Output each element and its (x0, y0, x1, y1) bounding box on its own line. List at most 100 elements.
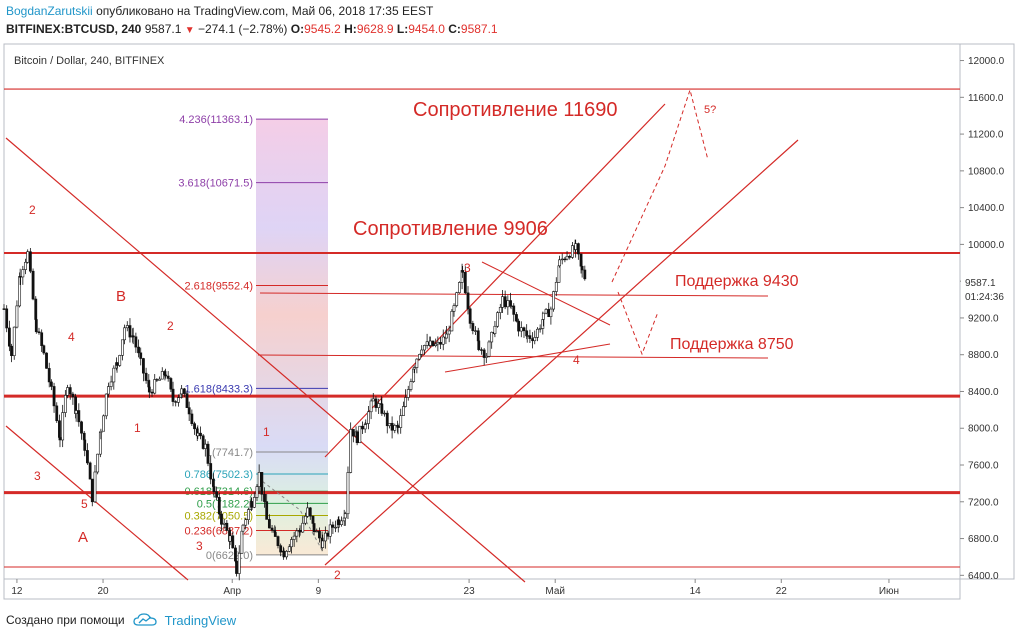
candle-body (252, 497, 256, 508)
candle-body (42, 345, 46, 354)
candle-body (552, 291, 555, 310)
candle-body (144, 372, 148, 381)
candle-body (206, 443, 210, 464)
candlestick-series (2, 239, 587, 581)
candle-body (263, 493, 266, 502)
candle-body (323, 532, 327, 542)
candle-body (96, 453, 100, 473)
price-axis[interactable] (959, 43, 1015, 580)
candle-body (477, 340, 481, 350)
candle-body (396, 425, 400, 428)
annotations: Сопротивление 11690 Сопротивление 9906 П… (29, 99, 799, 582)
publish-line: BogdanZarutskii опубликовано на TradingV… (6, 4, 433, 18)
candle-body (519, 327, 523, 332)
author-link[interactable]: BogdanZarutskii (6, 4, 93, 18)
wave-2c-label: 2 (334, 568, 341, 582)
triangle-lower-line[interactable] (444, 343, 611, 373)
candle-body (212, 486, 216, 492)
triangle-upper-line[interactable] (481, 261, 611, 326)
candle-body (434, 343, 438, 347)
x-tick-label: 9 (316, 586, 322, 597)
candle-body (2, 308, 6, 310)
candle-body (441, 336, 445, 345)
candle-body (285, 551, 289, 558)
wave-4b-label: 4 (573, 353, 580, 367)
tradingview-link[interactable]: TradingView (164, 612, 237, 628)
y-tick-label: 10000.0 (968, 240, 1005, 251)
candle-body (174, 401, 178, 403)
candle-body (393, 425, 397, 431)
candle-body (420, 349, 424, 355)
candle-body (402, 406, 405, 416)
candle-body (211, 478, 215, 487)
candle-body (517, 320, 521, 332)
candle-body (390, 422, 394, 431)
candle-body (445, 333, 448, 339)
candle-body (328, 524, 332, 537)
support-8750-line[interactable] (257, 354, 769, 359)
fib-extension[interactable]: 4.236(11363.1) 3.618(10671.5) 2.618(9552.4… (178, 114, 328, 562)
low-value: 9454.0 (408, 22, 445, 36)
fib-level-label: 1(7741.7) (206, 447, 253, 459)
candle-body (315, 530, 319, 533)
candle-body (107, 386, 110, 395)
candle-body (474, 330, 477, 332)
candle-body (506, 300, 510, 308)
candle-body (371, 398, 375, 402)
candle-body (128, 325, 132, 338)
candle-body (301, 522, 305, 533)
time-axis[interactable] (3, 578, 961, 600)
wave-1b-label: 1 (263, 425, 270, 439)
candle-body (374, 398, 378, 408)
candle-body (544, 309, 548, 314)
candle-body (571, 245, 574, 258)
candle-body (234, 547, 237, 562)
candle-body (121, 339, 124, 356)
symbol-name: BITFINEX:BTCUSD, 240 (6, 22, 142, 36)
candle-body (131, 335, 135, 338)
candle-body (383, 412, 386, 415)
wave-1-label: 1 (134, 421, 141, 435)
candle-body (334, 526, 337, 529)
candle-body (47, 368, 51, 383)
candle-body (49, 381, 53, 387)
candle-body (482, 349, 486, 358)
candle-body (86, 450, 89, 464)
y-tick-label: 12000.0 (968, 56, 1005, 67)
candle-body (463, 271, 467, 294)
x-tick-label: Апр (223, 586, 241, 597)
candle-body (68, 387, 72, 395)
price-chart[interactable]: Bitcoin / Dollar, 240, BITFINEX 4.236(11… (0, 40, 1017, 602)
candle-body (428, 340, 432, 346)
support-9430-line[interactable] (259, 292, 769, 297)
candle-body (166, 375, 170, 379)
candle-body (560, 258, 564, 261)
y-tick-label: 9200.0 (968, 313, 999, 324)
wave-b-label: B (116, 288, 126, 305)
candle-body (31, 270, 35, 300)
projection-correction[interactable] (617, 291, 659, 356)
candle-body (399, 415, 403, 428)
wave-4-label: 4 (68, 330, 75, 344)
candle-body (58, 437, 62, 441)
candle-body (503, 296, 507, 308)
candle-body (450, 310, 454, 332)
candle-body (77, 410, 81, 423)
candle-body (137, 346, 140, 354)
y-tick-label: 11200.0 (968, 130, 1004, 141)
published-text: опубликовано на TradingView.com, Май 06,… (96, 4, 434, 18)
candle-body (7, 327, 11, 347)
fib-level-label: 4.236(11363.1) (179, 114, 253, 126)
lower-descending-line[interactable] (5, 425, 189, 581)
projection-wave-5[interactable] (611, 88, 709, 283)
candle-body (164, 374, 167, 377)
candle-body (490, 331, 494, 343)
descending-trendline[interactable] (5, 137, 526, 583)
candle-body (509, 305, 513, 308)
candle-body (193, 423, 196, 430)
candle-body (260, 472, 264, 495)
candle-body (496, 312, 500, 327)
candle-body (337, 519, 341, 525)
candle-body (287, 546, 291, 552)
chart-title: Bitcoin / Dollar, 240, BITFINEX (14, 55, 165, 67)
